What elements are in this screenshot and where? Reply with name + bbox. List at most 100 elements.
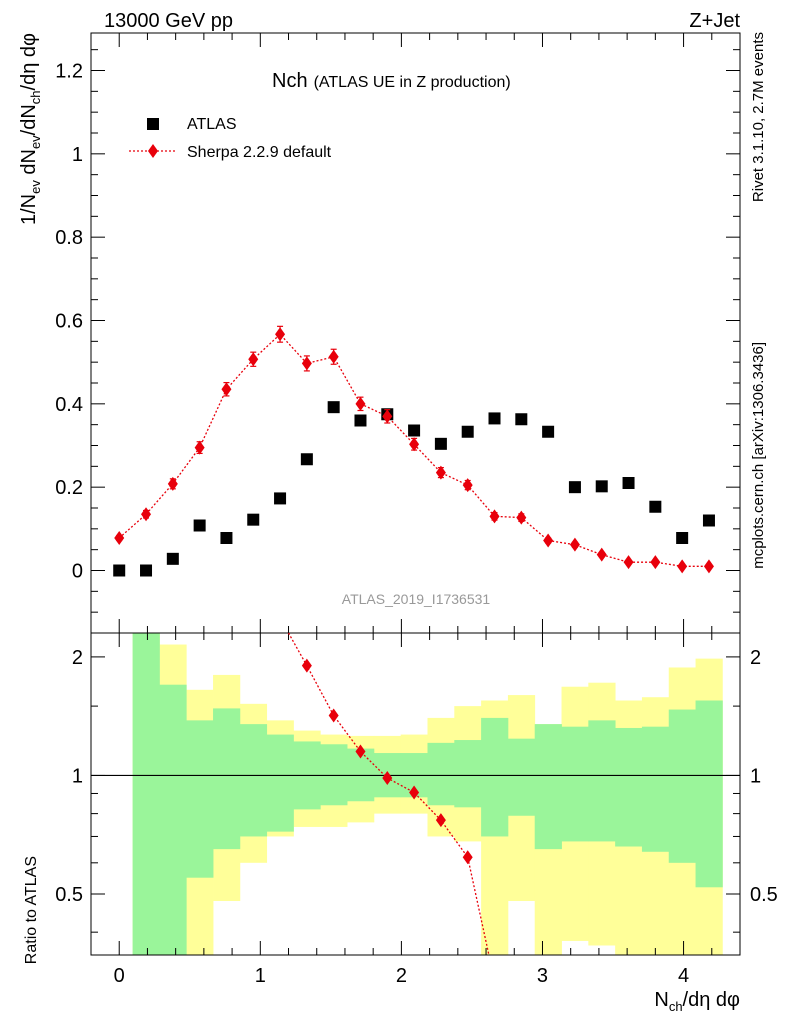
- sherpa-point: [328, 349, 339, 364]
- band-inner: [615, 727, 643, 847]
- atlas-point: [300, 453, 313, 466]
- sherpa-point: [677, 559, 688, 574]
- y-tick-label: 0: [72, 561, 83, 583]
- atlas-point: [649, 500, 662, 513]
- sherpa-point: [489, 509, 500, 524]
- x-tick-label: 3: [537, 965, 548, 987]
- x-axis-title: Nch/dη dφ: [654, 989, 740, 1014]
- band-inner: [534, 724, 562, 850]
- header-left: 13000 GeV pp: [104, 10, 233, 32]
- sherpa-point: [543, 533, 554, 548]
- band-inner: [561, 726, 589, 842]
- band-inner: [239, 724, 268, 837]
- ratio-sherpa-point: [328, 708, 339, 723]
- sherpa-point: [516, 510, 527, 525]
- atlas-point: [488, 412, 501, 425]
- sherpa-point: [596, 547, 607, 562]
- ratio-y-axis-title: Ratio to ATLAS: [23, 856, 40, 964]
- sherpa-point: [435, 465, 446, 480]
- legend-sherpa-marker: [148, 144, 158, 158]
- sherpa-point: [194, 440, 205, 455]
- atlas-point: [622, 477, 635, 489]
- sherpa-point: [167, 476, 178, 491]
- sherpa-point: [569, 537, 580, 552]
- ratio-sherpa-point: [382, 771, 393, 786]
- band-inner: [427, 742, 455, 806]
- ratio-sherpa-point: [462, 850, 473, 865]
- atlas-point: [542, 425, 555, 438]
- band-inner: [668, 709, 696, 863]
- atlas-point: [327, 401, 340, 414]
- legend: ATLAS Sherpa 2.2.9 default: [129, 116, 332, 161]
- sherpa-point: [221, 382, 232, 397]
- ratio-bands: [132, 633, 723, 955]
- sherpa-point: [650, 555, 661, 570]
- sherpa-point: [114, 531, 125, 545]
- x-tick-label: 2: [396, 965, 407, 987]
- ratio-marks: [287, 632, 490, 956]
- band-inner: [641, 726, 670, 852]
- band-inner: [507, 738, 536, 816]
- band-inner: [588, 720, 616, 842]
- ratio-y-tick-label: 1: [72, 765, 83, 787]
- sherpa-point: [409, 437, 420, 452]
- ratio-y-tick-label-right: 0.5: [750, 884, 778, 906]
- band-inner: [186, 720, 214, 878]
- ratio-frame: [90, 632, 741, 956]
- sherpa-point: [462, 478, 473, 493]
- atlas-point: [113, 564, 126, 577]
- band-inner: [481, 717, 509, 837]
- ratio-axes: 0.5 0.5 1 1 2 2 0 1 2 3 4: [55, 632, 778, 987]
- x-tick-label: 0: [114, 965, 125, 987]
- ratio-sherpa-point: [435, 813, 446, 828]
- ratio-sherpa-point: [409, 785, 420, 800]
- band-inner: [159, 684, 187, 955]
- x-tick-label: 4: [678, 965, 689, 987]
- band-inner: [213, 708, 241, 850]
- plot-title: Nch (ATLAS UE in Z production): [272, 70, 511, 92]
- y-axis-title: 1/Nev dNev/dNch/dη dφ: [18, 33, 43, 225]
- y-tick-label: 1.2: [55, 61, 83, 83]
- atlas-point: [274, 492, 287, 505]
- mcplots-label: mcplots.cern.ch [arXiv:1306.3436]: [750, 342, 767, 569]
- ratio-y-tick-label: 2: [72, 647, 83, 669]
- atlas-point: [434, 437, 447, 450]
- ratio-sherpa-point: [301, 658, 312, 673]
- atlas-point: [408, 424, 421, 437]
- atlas-point: [568, 481, 581, 494]
- y-tick-label: 0.6: [55, 311, 83, 333]
- atlas-point: [247, 513, 260, 526]
- atlas-point: [166, 552, 179, 565]
- atlas-point: [140, 564, 153, 577]
- ratio-y-tick-label-right: 2: [750, 647, 761, 669]
- rivet-version: Rivet 3.1.10, 2.7M events: [750, 32, 767, 202]
- analysis-tag: ATLAS_2019_I1736531: [342, 591, 491, 607]
- y-tick-label: 1: [72, 144, 83, 166]
- sherpa-point: [355, 396, 366, 411]
- legend-sherpa-label: Sherpa 2.2.9 default: [187, 144, 332, 161]
- legend-atlas-marker: [147, 118, 159, 130]
- atlas-point: [354, 414, 367, 427]
- y-tick-label: 0.2: [55, 477, 83, 499]
- y-tick-label: 0.4: [55, 394, 83, 416]
- atlas-point: [220, 532, 233, 544]
- atlas-point: [595, 480, 608, 493]
- sherpa-point: [248, 352, 259, 367]
- atlas-point: [702, 514, 715, 527]
- ratio-sherpa-point: [355, 744, 366, 759]
- header-right: Z+Jet: [689, 10, 740, 32]
- band-inner: [132, 633, 160, 955]
- atlas-point: [193, 519, 206, 532]
- sherpa-point: [623, 555, 634, 570]
- sherpa-point: [141, 507, 152, 522]
- y-tick-label: 0.8: [55, 227, 83, 249]
- sherpa-point: [382, 409, 393, 424]
- sherpa-point: [301, 356, 312, 371]
- atlas-point: [461, 425, 474, 438]
- atlas-point: [515, 413, 528, 426]
- band-inner: [320, 744, 348, 806]
- x-tick-label: 1: [255, 965, 266, 987]
- band-inner: [695, 700, 723, 888]
- atlas-point: [676, 532, 689, 544]
- band-inner: [454, 740, 482, 808]
